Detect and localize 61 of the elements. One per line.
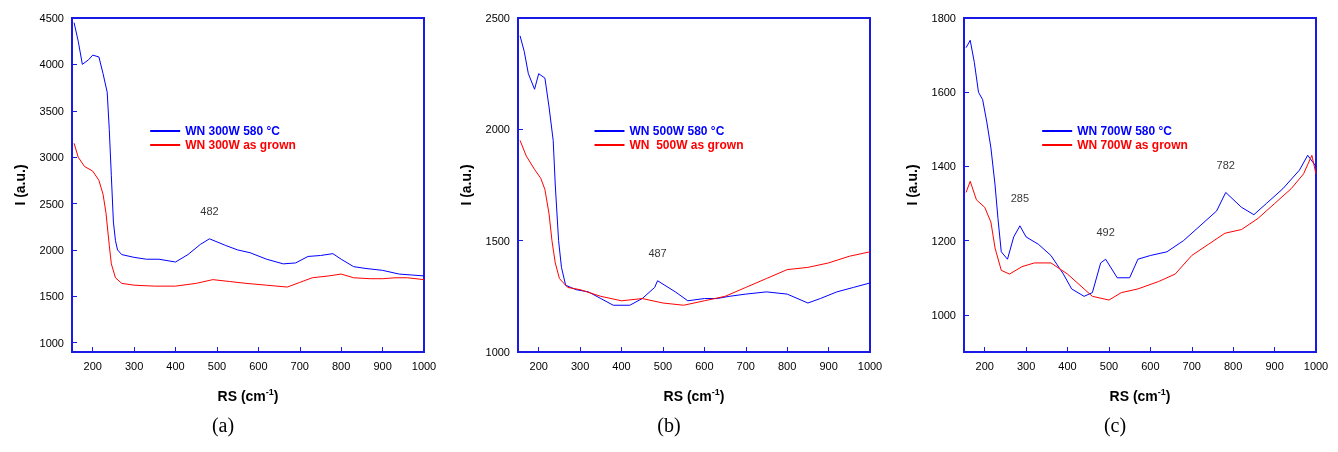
legend-label: WN 300W as grown bbox=[185, 138, 296, 152]
y-tick-label: 1000 bbox=[39, 336, 64, 349]
text: (c) bbox=[1103, 414, 1127, 437]
x-tick-label: 300 bbox=[124, 359, 144, 372]
y-tick-label: 3000 bbox=[39, 151, 64, 164]
x-tick-label: 700 bbox=[290, 359, 309, 372]
x-tick-label: 200 bbox=[529, 359, 548, 372]
x-tick-label: 700 bbox=[1182, 359, 1201, 372]
y-tick-label: 1200 bbox=[931, 234, 956, 247]
x-tick-label: 500 bbox=[1099, 359, 1119, 372]
x-tick-label: 200 bbox=[83, 359, 102, 372]
y-tick-label: 1400 bbox=[931, 160, 956, 173]
y-tick-label: 4500 bbox=[39, 12, 64, 24]
x-tick-label: 400 bbox=[1058, 359, 1077, 372]
x-tick-label: 200 bbox=[975, 359, 994, 372]
legend-label: WN 500W as grown bbox=[629, 138, 744, 152]
x-tick-label: 700 bbox=[736, 359, 755, 372]
annotation: 285 bbox=[1010, 192, 1030, 205]
y-tick-label: 1500 bbox=[485, 234, 510, 247]
text: (a) bbox=[211, 414, 235, 437]
y-tick-label: 4000 bbox=[39, 58, 64, 71]
y-tick-label: 2500 bbox=[485, 12, 510, 24]
legend-label: WN 700W 580 °C bbox=[1077, 124, 1173, 138]
y-tick-label: 2000 bbox=[39, 243, 64, 256]
x-tick-label: 400 bbox=[166, 359, 185, 372]
x-tick-label: 600 bbox=[695, 359, 714, 372]
y-tick-label: 1600 bbox=[931, 86, 956, 99]
x-tick-label: 600 bbox=[1141, 359, 1160, 372]
legend-label: WN 700W as grown bbox=[1077, 138, 1188, 152]
annotation: 782 bbox=[1216, 158, 1235, 171]
y-tick-label: 1000 bbox=[485, 346, 510, 358]
annotation: 487 bbox=[648, 247, 667, 260]
y-tick-label: 2500 bbox=[39, 197, 64, 210]
y-axis-title: I (a.u.) bbox=[12, 164, 28, 206]
y-tick-label: 3500 bbox=[39, 104, 64, 117]
legend-label: WN 300W 580 °C bbox=[185, 124, 281, 138]
legend-label: WN 500W 580 °C bbox=[629, 124, 725, 138]
annotation: 482 bbox=[200, 205, 219, 218]
annotation: 492 bbox=[1096, 225, 1115, 238]
x-tick-label: 900 bbox=[373, 359, 392, 372]
x-tick-label: 1000 bbox=[411, 359, 437, 372]
y-tick-label: 2000 bbox=[485, 123, 510, 136]
x-tick-label: 400 bbox=[612, 359, 631, 372]
y-axis-title: I (a.u.) bbox=[904, 164, 920, 206]
x-tick-label: 300 bbox=[570, 359, 590, 372]
y-tick-label: 1500 bbox=[39, 290, 64, 303]
y-axis-title: I (a.u.) bbox=[458, 164, 474, 206]
x-tick-label: 1000 bbox=[1303, 359, 1329, 372]
x-tick-label: 600 bbox=[249, 359, 268, 372]
x-tick-label: 800 bbox=[332, 359, 351, 372]
x-tick-label: 800 bbox=[1224, 359, 1243, 372]
x-tick-label: 900 bbox=[1265, 359, 1284, 372]
x-tick-label: 500 bbox=[653, 359, 673, 372]
text: (b) bbox=[657, 414, 681, 437]
y-tick-label: 1800 bbox=[931, 12, 956, 24]
x-tick-label: 800 bbox=[778, 359, 797, 372]
x-tick-label: 900 bbox=[819, 359, 838, 372]
x-tick-label: 1000 bbox=[857, 359, 883, 372]
y-tick-label: 1000 bbox=[931, 308, 956, 321]
x-tick-label: 500 bbox=[207, 359, 227, 372]
x-tick-label: 300 bbox=[1016, 359, 1036, 372]
